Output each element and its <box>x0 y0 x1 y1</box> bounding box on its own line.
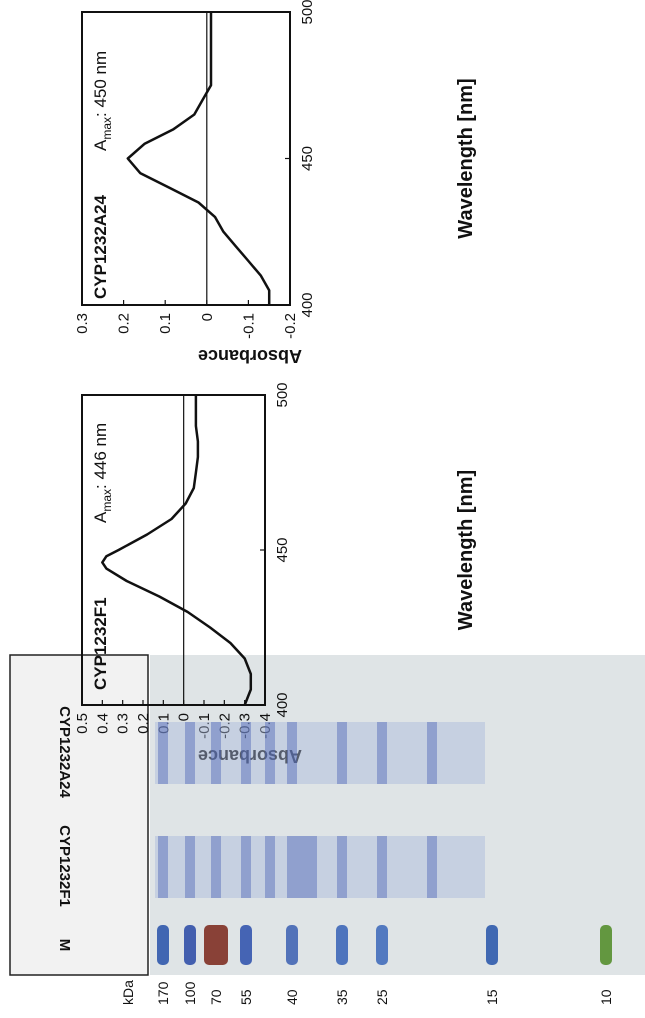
y-tick-label: 0.3 <box>74 313 91 334</box>
gel-band <box>287 722 297 784</box>
chart-title: CYP1232A24 <box>91 194 110 299</box>
y-tick-label: 0.1 <box>157 313 174 334</box>
marker-label: 100 <box>182 981 198 1005</box>
y-tick-label: 0.4 <box>94 713 111 734</box>
annotation: Amax: 446 nm <box>91 423 114 523</box>
y-tick-label: 0 <box>176 713 193 721</box>
gel-band <box>204 925 228 965</box>
gel-band <box>265 722 275 784</box>
y-tick-label: -0.2 <box>282 313 299 339</box>
y-tick-label: 0.3 <box>115 713 132 734</box>
marker-label: 15 <box>484 989 500 1005</box>
gel-band <box>185 836 195 898</box>
marker-label: 10 <box>598 989 614 1005</box>
gel-band <box>265 836 275 898</box>
annotation-base: A <box>91 139 110 151</box>
gel-band <box>158 836 168 898</box>
y-tick-label: -0.1 <box>240 313 257 339</box>
gel-band <box>427 836 437 898</box>
x-tick-label: 450 <box>299 146 316 171</box>
x-axis-title: Wavelength [nm] <box>455 470 477 630</box>
gel-band <box>600 925 612 965</box>
x-tick-label: 500 <box>299 0 316 25</box>
gel-band <box>185 722 195 784</box>
gel-band <box>376 925 388 965</box>
lane-label: CYP1232A24 <box>56 706 73 798</box>
marker-label: 170 <box>155 981 171 1005</box>
x-axis-title: Wavelength [nm] <box>455 78 477 238</box>
gel-band <box>337 836 347 898</box>
marker-label: 70 <box>208 989 224 1005</box>
gel-header <box>10 655 148 975</box>
gel-band <box>211 722 221 784</box>
x-tick-label: 500 <box>274 382 291 407</box>
y-tick-label: 0.2 <box>135 713 152 734</box>
annotation-sub: max <box>100 117 114 140</box>
annotation: Amax: 450 nm <box>91 51 114 151</box>
marker-label: 40 <box>284 989 300 1005</box>
spectrum-line <box>128 12 269 305</box>
gel-band <box>184 925 196 965</box>
gel-band <box>157 925 169 965</box>
y-tick-label: 0 <box>199 313 216 321</box>
gel-band <box>240 925 252 965</box>
gel-band <box>241 722 251 784</box>
y-tick-label: 0.2 <box>116 313 133 334</box>
annotation-sub: max <box>100 489 114 512</box>
gel-band <box>377 836 387 898</box>
chart-title: CYP1232F1 <box>91 597 110 690</box>
gel-band <box>336 925 348 965</box>
annotation-text: : 450 nm <box>91 51 110 117</box>
lane-label: M <box>56 939 73 952</box>
annotation-base: A <box>91 511 110 523</box>
plot-frame <box>82 12 290 305</box>
kda-label: kDa <box>120 980 136 1005</box>
gel-band <box>211 836 221 898</box>
x-tick-label: 450 <box>274 537 291 562</box>
y-axis-title: Absorbance <box>198 346 302 366</box>
figure: -0.4-0.3-0.2-0.100.10.20.30.40.540045050… <box>0 0 645 1013</box>
annotation-text: : 446 nm <box>91 423 110 489</box>
lane-label: CYP1232F1 <box>56 825 73 907</box>
gel-band <box>337 722 347 784</box>
y-tick-label: 0.5 <box>74 713 91 734</box>
gel-band <box>287 836 317 898</box>
gel-band <box>286 925 298 965</box>
gel-band <box>427 722 437 784</box>
marker-label: 35 <box>334 989 350 1005</box>
x-tick-label: 400 <box>274 692 291 717</box>
marker-label: 55 <box>238 989 254 1005</box>
marker-label: 25 <box>374 989 390 1005</box>
x-tick-label: 400 <box>299 292 316 317</box>
spectra: -0.4-0.3-0.2-0.100.10.20.30.40.540045050… <box>74 0 477 766</box>
gel-band <box>377 722 387 784</box>
gel-band <box>241 836 251 898</box>
gel-band <box>486 925 498 965</box>
gel-band <box>158 722 168 784</box>
